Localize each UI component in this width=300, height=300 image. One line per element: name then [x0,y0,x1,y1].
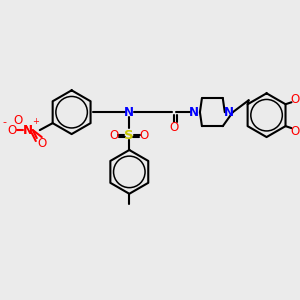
Text: N: N [124,106,134,119]
Text: N: N [23,124,33,136]
Text: O: O [13,114,22,127]
Text: S: S [124,129,134,142]
Text: N: N [189,106,199,119]
Text: +: + [32,117,39,126]
Text: O: O [291,124,300,138]
Text: O: O [110,129,119,142]
Text: O: O [37,136,46,149]
Text: O: O [169,121,179,134]
Text: N: N [224,106,234,119]
Text: -: - [2,117,6,127]
Text: O: O [7,124,16,136]
Text: O: O [140,129,149,142]
Text: N: N [23,124,32,136]
Text: O: O [291,93,300,106]
